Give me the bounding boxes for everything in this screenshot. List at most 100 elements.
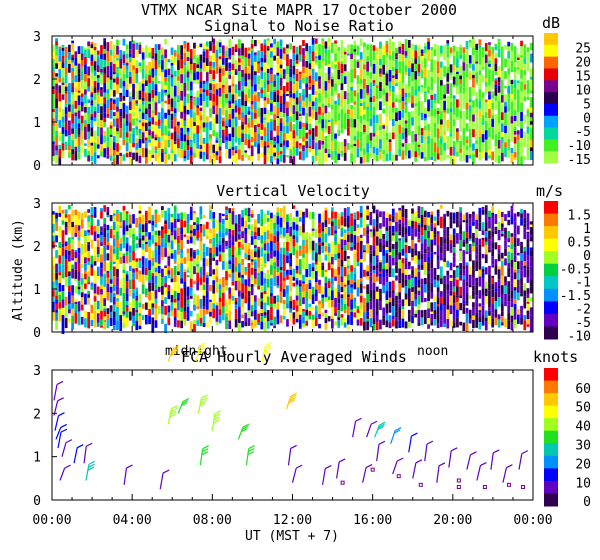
field-cell [221,117,225,122]
field-cell [433,100,437,104]
field-cell [327,148,331,154]
field-cell [314,261,318,265]
field-cell [282,86,286,94]
field-cell [359,52,363,60]
field-cell [205,58,209,66]
field-cell [404,238,408,243]
field-cell [305,291,309,302]
field-cell [119,310,123,316]
field-cell [55,55,58,64]
field-cell [221,45,225,55]
field-cell [414,141,418,152]
field-cell [513,71,517,77]
field-cell [407,143,411,151]
field-cell [398,268,402,279]
field-cell [411,50,414,58]
field-cell [183,134,187,142]
field-cell [225,148,228,159]
field-cell [64,214,68,218]
field-cell [398,278,402,281]
field-cell [64,246,68,250]
field-cell [292,307,296,310]
field-cell [497,131,501,136]
field-cell [324,233,328,243]
field-cell [177,292,180,301]
field-cell [196,230,200,239]
field-cell [462,300,466,304]
field-cell [225,246,228,250]
field-cell [234,257,238,267]
figure-title: VTMX NCAR Site MAPR 17 October 2000 [141,1,457,19]
field-cell [241,321,244,328]
field-cell [321,45,325,55]
field-cell [314,305,318,312]
field-cell [209,247,212,254]
field-cell [420,250,424,254]
field-cell [196,105,200,109]
field-cell [411,149,414,158]
field-cell [148,83,151,94]
field-cell [295,216,299,225]
field-cell [366,61,369,72]
field-cell [132,116,135,119]
field-cell [55,218,58,223]
field-cell [327,83,331,91]
field-cell [189,70,193,74]
field-cell [318,114,321,124]
field-cell [228,71,232,75]
field-cell [446,73,450,82]
field-cell [173,302,177,309]
field-cell [103,112,107,119]
field-cell [350,299,353,303]
field-cell [298,271,302,275]
field-cell [308,116,312,124]
field-cell [276,94,280,103]
field-cell [375,65,379,76]
field-cell [71,40,74,44]
field-cell [180,320,183,329]
field-cell [363,124,366,129]
field-cell [401,69,405,77]
field-cell [266,128,270,133]
field-cell [64,91,68,94]
field-cell [433,220,437,224]
field-cell [186,223,190,234]
field-cell [449,275,453,278]
field-cell [382,98,386,107]
field-cell [363,114,366,120]
field-cell [170,268,174,277]
field-cell [417,218,421,223]
field-cell [343,240,347,246]
field-cell [180,288,183,298]
colorbar-segment [544,151,558,164]
field-cell [109,49,113,56]
field-cell [151,235,155,244]
field-cell [321,61,325,64]
field-cell [116,58,119,61]
field-cell [404,274,408,280]
field-cell [218,129,222,139]
field-cell [353,244,357,250]
field-cell [234,304,238,309]
field-cell [154,110,158,116]
field-cell [375,141,379,146]
field-cell [100,289,103,295]
field-cell [55,222,58,231]
field-cell [218,82,222,88]
field-cell [414,276,418,286]
field-cell [350,59,353,64]
field-cell [151,101,155,111]
field-cell [237,214,241,225]
field-cell [520,55,523,58]
field-cell [276,47,280,57]
field-cell [500,120,504,124]
velocity-field [52,205,533,335]
field-cell [430,147,434,157]
field-cell [225,77,228,82]
field-cell [468,274,472,285]
field-cell [135,300,139,310]
field-cell [254,84,257,92]
field-cell [263,231,267,241]
field-cell [379,319,382,330]
field-cell [273,141,276,145]
